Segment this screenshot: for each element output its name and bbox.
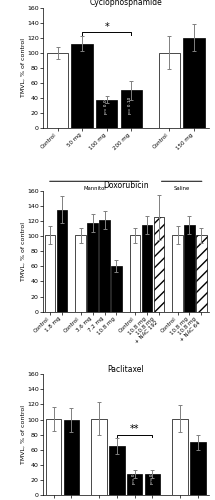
Bar: [109, 446, 125, 495]
Bar: [91, 419, 107, 495]
Text: p= 0.10: p= 0.10: [128, 96, 132, 114]
Bar: [96, 100, 117, 128]
Bar: [196, 236, 207, 312]
Y-axis label: TMVL, % of control: TMVL, % of control: [21, 38, 26, 98]
Bar: [145, 474, 160, 495]
Bar: [183, 38, 205, 128]
Text: Mannitol
formulation: Mannitol formulation: [79, 186, 110, 197]
Bar: [45, 236, 55, 312]
Bar: [184, 225, 195, 312]
Bar: [172, 236, 183, 312]
Y-axis label: TMVL, % of control: TMVL, % of control: [21, 405, 26, 464]
Bar: [71, 44, 93, 128]
Bar: [64, 420, 79, 495]
Text: Saline
formulation: Saline formulation: [166, 186, 197, 197]
Bar: [130, 236, 140, 312]
Text: *: *: [104, 22, 109, 32]
Title: Doxorubicin: Doxorubicin: [103, 181, 149, 190]
Title: Paclitaxel: Paclitaxel: [108, 364, 144, 374]
Bar: [111, 266, 122, 312]
Bar: [190, 442, 206, 495]
Text: **: **: [130, 424, 139, 434]
Text: p< 0.0005: p< 0.0005: [103, 91, 108, 114]
Bar: [46, 419, 61, 495]
Y-axis label: TMVL, % of control: TMVL, % of control: [21, 222, 26, 281]
Bar: [47, 53, 68, 128]
Bar: [142, 225, 152, 312]
Bar: [154, 218, 164, 312]
Bar: [159, 53, 180, 128]
Text: p< 0.005: p< 0.005: [150, 464, 154, 484]
Title: Cyclophosphamide: Cyclophosphamide: [89, 0, 162, 6]
Bar: [87, 222, 98, 312]
Bar: [172, 419, 188, 495]
Text: p< 0.005: p< 0.005: [132, 464, 136, 484]
Bar: [127, 474, 143, 495]
Bar: [121, 90, 142, 128]
Bar: [57, 210, 67, 312]
Bar: [75, 236, 86, 312]
Bar: [99, 220, 110, 312]
